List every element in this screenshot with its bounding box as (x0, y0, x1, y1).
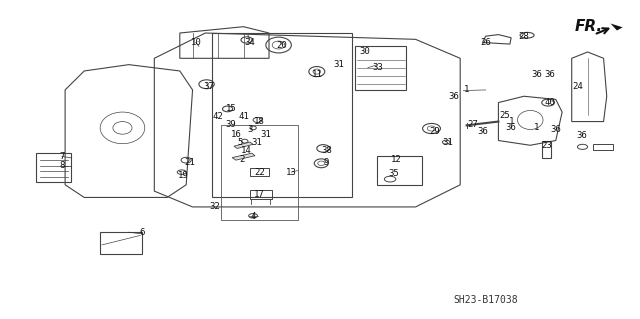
Bar (250, 189, 272, 199)
Text: 36: 36 (477, 127, 488, 136)
Text: 30: 30 (359, 48, 370, 56)
Polygon shape (232, 153, 255, 160)
Bar (355, 46, 406, 90)
Text: 15: 15 (225, 104, 236, 113)
Text: 35: 35 (388, 169, 399, 178)
Text: 31: 31 (442, 137, 453, 147)
Text: 11: 11 (312, 70, 322, 78)
Text: 18: 18 (254, 117, 265, 126)
Text: 22: 22 (254, 168, 265, 177)
Text: 31: 31 (260, 130, 271, 139)
Text: 17: 17 (254, 190, 265, 199)
Text: 21: 21 (184, 158, 195, 167)
Text: 8: 8 (60, 161, 65, 170)
Text: SH23-B17038: SH23-B17038 (453, 295, 518, 305)
Bar (100, 232, 141, 254)
Text: 40: 40 (544, 98, 555, 107)
Text: 24: 24 (573, 82, 584, 91)
Text: 31: 31 (251, 137, 262, 147)
Text: 6: 6 (139, 228, 144, 237)
Bar (212, 33, 352, 197)
Polygon shape (234, 142, 253, 148)
Text: 1: 1 (534, 123, 540, 132)
Bar (221, 125, 298, 219)
Text: 5: 5 (237, 137, 243, 147)
Text: 20: 20 (276, 41, 287, 50)
Text: 1: 1 (508, 117, 514, 126)
Text: 36: 36 (576, 131, 587, 140)
Text: 36: 36 (506, 123, 516, 132)
Text: 14: 14 (241, 145, 252, 154)
Text: 13: 13 (286, 168, 297, 177)
Text: 41: 41 (238, 112, 249, 121)
Text: 23: 23 (541, 141, 552, 150)
Text: 2: 2 (239, 155, 245, 164)
Text: 28: 28 (518, 32, 529, 41)
Text: 32: 32 (209, 203, 220, 211)
Text: 39: 39 (225, 120, 236, 129)
Text: 1: 1 (464, 85, 469, 94)
Text: 37: 37 (203, 82, 214, 91)
Text: 4: 4 (250, 212, 256, 221)
Text: 3: 3 (247, 125, 253, 134)
Bar (378, 156, 422, 185)
Text: 31: 31 (333, 60, 344, 69)
Bar (250, 168, 269, 176)
Text: 12: 12 (391, 155, 402, 164)
Text: 38: 38 (321, 145, 332, 154)
Text: 7: 7 (60, 152, 65, 161)
Text: 19: 19 (178, 171, 188, 180)
Text: 9: 9 (324, 158, 329, 167)
Text: 16: 16 (230, 130, 241, 139)
Polygon shape (611, 24, 623, 31)
Text: 36: 36 (449, 92, 459, 101)
Text: 27: 27 (468, 120, 478, 129)
Text: FR.: FR. (575, 19, 603, 34)
Text: 36: 36 (550, 125, 561, 134)
Text: 34: 34 (244, 38, 255, 47)
Bar (541, 141, 551, 158)
Text: 33: 33 (372, 63, 383, 72)
Bar (593, 144, 613, 150)
Text: 26: 26 (480, 38, 491, 47)
Text: 10: 10 (190, 38, 201, 47)
Text: 42: 42 (212, 112, 223, 121)
Text: 25: 25 (499, 111, 510, 120)
Text: 36: 36 (531, 70, 542, 78)
Bar (36, 153, 72, 182)
Text: 36: 36 (544, 70, 555, 78)
Text: 29: 29 (429, 127, 440, 136)
